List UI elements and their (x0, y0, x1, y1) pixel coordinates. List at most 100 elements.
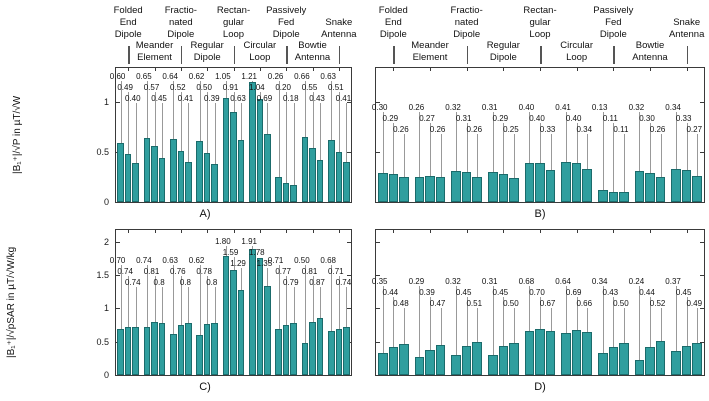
leader-line (566, 112, 568, 162)
leader-line (154, 92, 156, 146)
bar (211, 164, 219, 202)
antenna-type-label: Circular Loop (560, 40, 594, 63)
bar-value-label: 0.69 (256, 94, 273, 103)
bar-value-label: 0.40 (518, 103, 535, 112)
leader-line (252, 81, 254, 82)
leader-line (146, 265, 148, 327)
leader-line (278, 81, 280, 177)
leader-line (120, 81, 122, 143)
x-axis-tick (233, 230, 235, 233)
leader-line (188, 103, 190, 162)
leader-line (128, 92, 130, 154)
leader-line (440, 308, 442, 345)
bar (399, 177, 409, 202)
bar-value-label: 0.66 (294, 72, 310, 81)
antenna-type-label: Snake Antenna (668, 17, 705, 40)
bar-value-label: 0.51 (466, 299, 483, 308)
leader-line (393, 297, 395, 347)
leader-line (650, 123, 651, 173)
bar-value-label: 0.32 (445, 103, 461, 112)
bar (377, 352, 388, 375)
panel-caption-a: A) (199, 208, 211, 220)
y-axis-tick (376, 308, 380, 310)
leader-line (233, 257, 235, 271)
y-axis-tick (700, 308, 704, 310)
x-axis-tick (207, 68, 209, 71)
y-axis-tick-label: 0.5 (96, 147, 109, 157)
bar-value-label: 0.74 (136, 256, 152, 265)
header-separator-tick (286, 46, 288, 64)
bar-value-label: 1.91 (241, 237, 257, 246)
leader-line (304, 81, 306, 137)
leader-line (550, 308, 552, 332)
leader-line (456, 112, 458, 171)
leader-line (587, 134, 589, 169)
x-axis-tick (503, 230, 505, 233)
antenna-type-label: Folded End Dipole (113, 5, 143, 40)
bar-value-label: 0.74 (124, 278, 141, 287)
leader-line (207, 92, 209, 153)
bar-value-label: 0.34 (665, 103, 681, 112)
bar-value-label: 0.29 (492, 114, 509, 123)
y-axis-tick (376, 202, 380, 203)
y-axis-tick (700, 241, 704, 243)
y-axis-tick (347, 275, 351, 277)
x-axis-tick (613, 230, 615, 233)
leader-line (286, 276, 288, 325)
y-axis-tick-label: 1 (103, 303, 109, 314)
bar-value-label: 0.26 (267, 72, 284, 81)
leader-line (286, 92, 288, 183)
bar (158, 158, 166, 202)
antenna-type-label: Rectan-gular Loop (523, 5, 557, 40)
bar (472, 342, 483, 375)
bar (597, 190, 608, 202)
bar-value-label: 0.41 (335, 94, 352, 103)
bar (509, 178, 519, 202)
antenna-type-label: Passively Fed Dipole (593, 5, 634, 40)
leader-line (346, 287, 348, 327)
bar-value-label: 1.78 (249, 248, 265, 257)
bar (316, 318, 324, 375)
antenna-type-label: Meander Element (135, 40, 174, 63)
bar (634, 171, 645, 202)
bar (237, 140, 245, 202)
y-axis-tick (116, 275, 120, 277)
leader-line (135, 287, 137, 327)
bar (301, 342, 309, 375)
bar-value-label: 0.66 (576, 299, 593, 308)
bar (117, 143, 124, 202)
bar (414, 177, 425, 202)
leader-line (440, 134, 442, 177)
bar-value-label: 0.45 (492, 288, 509, 297)
y-axis-tick-label: 0 (103, 197, 109, 207)
leader-line (154, 276, 156, 323)
bar (571, 163, 582, 202)
y-axis-tick (116, 375, 120, 376)
x-axis-tick (540, 230, 541, 233)
bar-value-label: 0.63 (230, 94, 246, 103)
header-separator-tick (686, 46, 689, 64)
bar-value-label: 0.55 (301, 83, 318, 92)
leader-line (259, 92, 261, 99)
bar (222, 98, 230, 202)
bar (608, 192, 619, 202)
bar-value-label: 0.8 (206, 278, 218, 287)
bar-value-label: 0.8 (179, 278, 191, 287)
bar-value-label: 0.67 (539, 299, 556, 308)
leader-line (214, 103, 216, 164)
leader-line (430, 123, 431, 176)
bar (117, 329, 124, 375)
bar-value-label: 0.43 (309, 94, 325, 103)
leader-line (304, 265, 306, 343)
bar (301, 137, 309, 202)
bar (388, 346, 399, 375)
antenna-type-label: Fractio-nated Dipole (450, 5, 483, 40)
leader-line (697, 308, 699, 344)
bar-value-label: 1.05 (215, 72, 231, 81)
bar-value-label: 0.47 (429, 299, 446, 308)
leader-line (312, 276, 314, 323)
bar-value-label: 0.68 (320, 256, 336, 265)
leader-line (686, 297, 688, 347)
antenna-type-label: Circular Loop (243, 40, 277, 63)
header-separator-tick (613, 46, 615, 64)
